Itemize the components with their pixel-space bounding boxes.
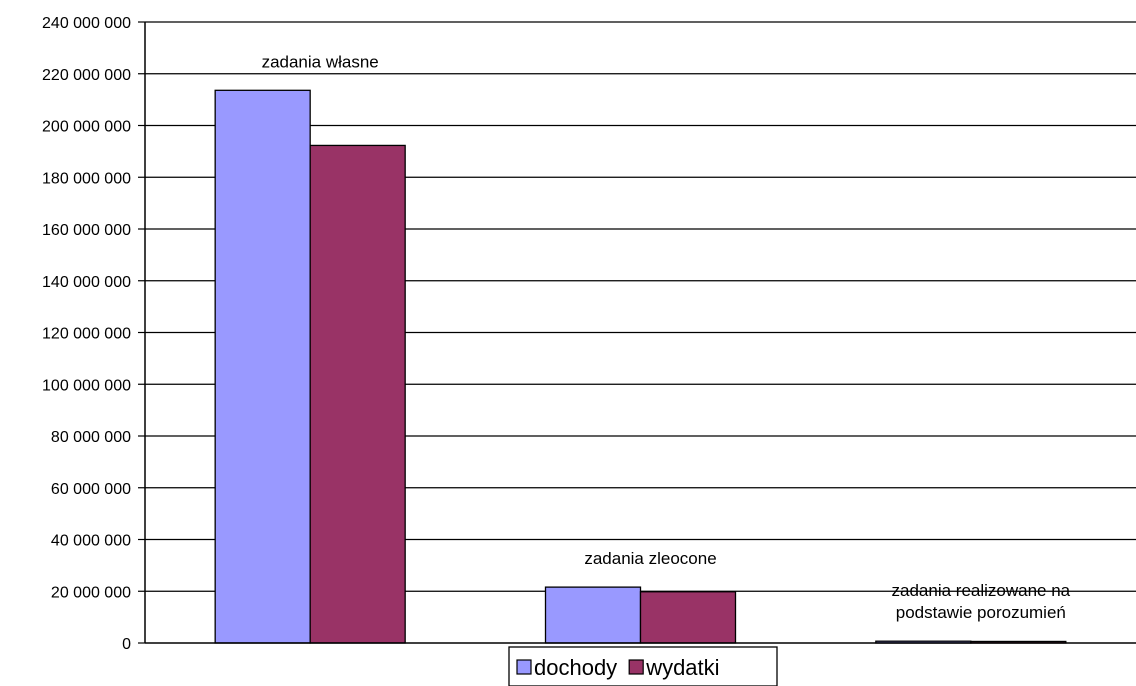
bar-wydatki bbox=[641, 592, 736, 643]
legend-label-wydatki: wydatki bbox=[645, 655, 719, 680]
legend-swatch-wydatki bbox=[629, 660, 643, 674]
legend-swatch-dochody bbox=[517, 660, 531, 674]
y-tick-label: 220 000 000 bbox=[42, 67, 131, 84]
y-tick-label: 80 000 000 bbox=[51, 429, 131, 446]
y-tick-label: 180 000 000 bbox=[42, 170, 131, 187]
category-label: zadania własne bbox=[262, 52, 379, 71]
category-label: zadania realizowane na bbox=[892, 581, 1071, 600]
y-tick-label: 20 000 000 bbox=[51, 584, 131, 601]
y-tick-label: 200 000 000 bbox=[42, 119, 131, 136]
y-tick-label: 60 000 000 bbox=[51, 481, 131, 498]
y-tick-label: 120 000 000 bbox=[42, 326, 131, 343]
category-label: podstawie porozumień bbox=[896, 603, 1066, 622]
bar-wydatki bbox=[310, 145, 405, 643]
legend: dochody wydatki bbox=[509, 647, 777, 686]
y-tick-label: 40 000 000 bbox=[51, 533, 131, 550]
y-tick-label: 100 000 000 bbox=[42, 377, 131, 394]
y-tick-label: 160 000 000 bbox=[42, 222, 131, 239]
category-label: zadania zleocone bbox=[584, 549, 716, 568]
bar-dochody bbox=[546, 587, 641, 643]
legend-label-dochody: dochody bbox=[534, 655, 617, 680]
y-tick-label: 0 bbox=[122, 636, 131, 653]
bar-dochody bbox=[215, 90, 310, 643]
y-tick-label: 240 000 000 bbox=[42, 15, 131, 32]
y-axis-ticks: 0 20 000 000 40 000 000 60 000 000 80 000 00… bbox=[42, 15, 145, 653]
y-tick-label: 140 000 000 bbox=[42, 274, 131, 291]
